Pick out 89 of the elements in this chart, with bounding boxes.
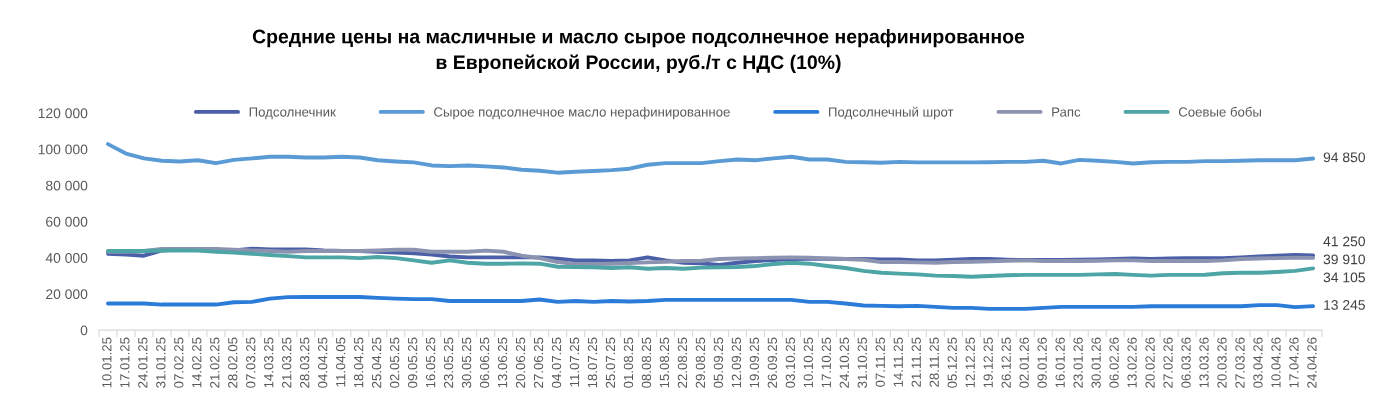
x-tick-label: 06.06.25 (479, 337, 490, 388)
x-tick-label: 08.08.25 (641, 337, 652, 388)
x-tick-label: 26.12.25 (1001, 337, 1011, 388)
x-tick-label: 24.10.25 (839, 337, 849, 388)
x-tick-label: 16.01.26 (1055, 337, 1065, 388)
x-tick-label: 17.04.26 (1289, 337, 1299, 388)
legend-label: Подсолнечный шрот (829, 106, 954, 120)
x-tick-label: 14.03.25 (264, 337, 274, 388)
x-tick-label: 05.09.25 (713, 337, 724, 388)
y-tick-label: 120 000 (38, 108, 88, 119)
line-series (106, 295, 1316, 311)
x-tick-label: 23.05.25 (443, 337, 454, 388)
x-tick-label: 26.09.25 (767, 337, 778, 388)
line-series (106, 248, 1316, 279)
y-tick-label: 40 000 (45, 253, 88, 263)
x-tick-label: 29.08.25 (695, 337, 706, 388)
legend-label: Рапс (1052, 107, 1081, 117)
x-tick-label: 16.05.25 (425, 337, 436, 388)
data-label: 94 850 (1323, 152, 1366, 163)
x-tick-label: 14.11.25 (893, 337, 903, 387)
y-tick-label: 80 000 (46, 180, 88, 191)
x-tick-label: 11.04.05 (336, 337, 346, 387)
x-tick-label: 02.05.25 (389, 337, 400, 388)
y-tick-label: 60 000 (46, 216, 88, 227)
x-tick-label: 09.01.26 (1037, 337, 1047, 388)
x-tick-label: 12.12.25 (965, 337, 975, 388)
x-tick-label: 19.09.25 (749, 337, 760, 388)
x-tick-label: 18.07.25 (587, 337, 598, 388)
x-tick-label: 02.01.26 (1019, 337, 1029, 388)
x-tick-label: 20.02.26 (1145, 337, 1155, 388)
x-tick-label: 10.04.26 (1271, 337, 1281, 388)
x-tick-label: 07.11.25 (875, 337, 885, 387)
x-tick-label: 06.02.26 (1109, 337, 1119, 388)
x-tick-label: 25.04.25 (371, 337, 382, 388)
x-tick-label: 27.06.25 (533, 337, 544, 388)
x-tick-label: 24.01.25 (138, 337, 148, 388)
x-tick-label: 10.10.25 (803, 337, 813, 388)
x-tick-label: 30.05.25 (461, 337, 472, 388)
x-tick-label: 27.02.26 (1163, 337, 1173, 388)
x-tick-label: 07.03.25 (246, 337, 256, 388)
data-label: 13 245 (1324, 300, 1365, 310)
x-tick-label: 13.03.26 (1199, 337, 1209, 388)
x-tick-label: 24.04.26 (1307, 337, 1317, 388)
x-tick-label: 11.07.25 (569, 337, 580, 387)
x-tick-label: 21.02.25 (210, 337, 220, 388)
x-tick-label: 03.10.25 (785, 337, 796, 388)
x-tick-label: 13.06.25 (497, 337, 508, 388)
x-tick-label: 03.04.26 (1253, 337, 1263, 388)
x-tick-label: 28.03.25 (300, 337, 310, 388)
x-tick-label: 20.03.26 (1217, 337, 1227, 388)
data-label: 34 105 (1323, 272, 1365, 283)
x-tick-label: 01.08.25 (623, 337, 634, 388)
x-tick-label: 28.11.25 (929, 337, 939, 387)
data-label: 39 910 (1323, 254, 1366, 265)
x-tick-label: 17.10.25 (821, 337, 831, 388)
x-tick-label: 14.02.25 (192, 337, 202, 388)
x-tick-label: 19.12.25 (983, 337, 993, 388)
x-tick-label: 13.02.26 (1127, 337, 1137, 388)
x-tick-label: 04.04.25 (318, 337, 328, 388)
x-tick-label: 07.02.25 (174, 337, 184, 388)
x-tick-label: 04.07.25 (551, 337, 562, 388)
chart-title: Средние цены на масличные и масло сырое подсолнечное нерафинированное в Европейской России, руб./т с НДС (10%) (252, 29, 1025, 73)
x-tick-label: 17.01.25 (120, 337, 130, 388)
x-tick-label: 15.08.25 (659, 337, 670, 388)
x-tick-label: 28.02.05 (228, 337, 238, 388)
x-tick-label: 10.01.25 (102, 337, 112, 388)
x-tick-label: 30.01.26 (1091, 337, 1101, 388)
legend-label: Сырое подсолнечное масло нерафинированное (434, 106, 730, 120)
x-tick-label: 12.09.25 (731, 337, 742, 388)
x-tick-label: 06.03.26 (1181, 337, 1191, 388)
x-tick-label: 18.04.25 (353, 337, 364, 388)
y-tick-label: 0 (80, 325, 88, 336)
x-tick-label: 21.03.25 (282, 337, 292, 388)
legend-label: Подсолнечник (249, 107, 336, 120)
x-tick-label: 22.08.25 (677, 337, 688, 388)
x-tick-label: 31.10.25 (857, 337, 867, 388)
x-tick-label: 25.07.25 (605, 337, 616, 388)
x-tick-label: 27.03.26 (1235, 337, 1245, 388)
x-tick-label: 31.01.25 (156, 337, 166, 388)
data-label: 41 250 (1323, 236, 1366, 247)
x-tick-label: 20.06.25 (515, 337, 526, 388)
line-series (106, 142, 1316, 175)
y-tick-label: 100 000 (38, 144, 88, 155)
x-tick-label: 05.12.25 (947, 337, 957, 388)
y-tick-label: 20 000 (46, 289, 88, 300)
x-tick-label: 23.01.26 (1073, 337, 1083, 388)
x-tick-label: 21.11.25 (911, 337, 921, 387)
legend-label: Соевые бобы (1178, 106, 1261, 117)
x-tick-label: 09.05.25 (407, 337, 418, 388)
